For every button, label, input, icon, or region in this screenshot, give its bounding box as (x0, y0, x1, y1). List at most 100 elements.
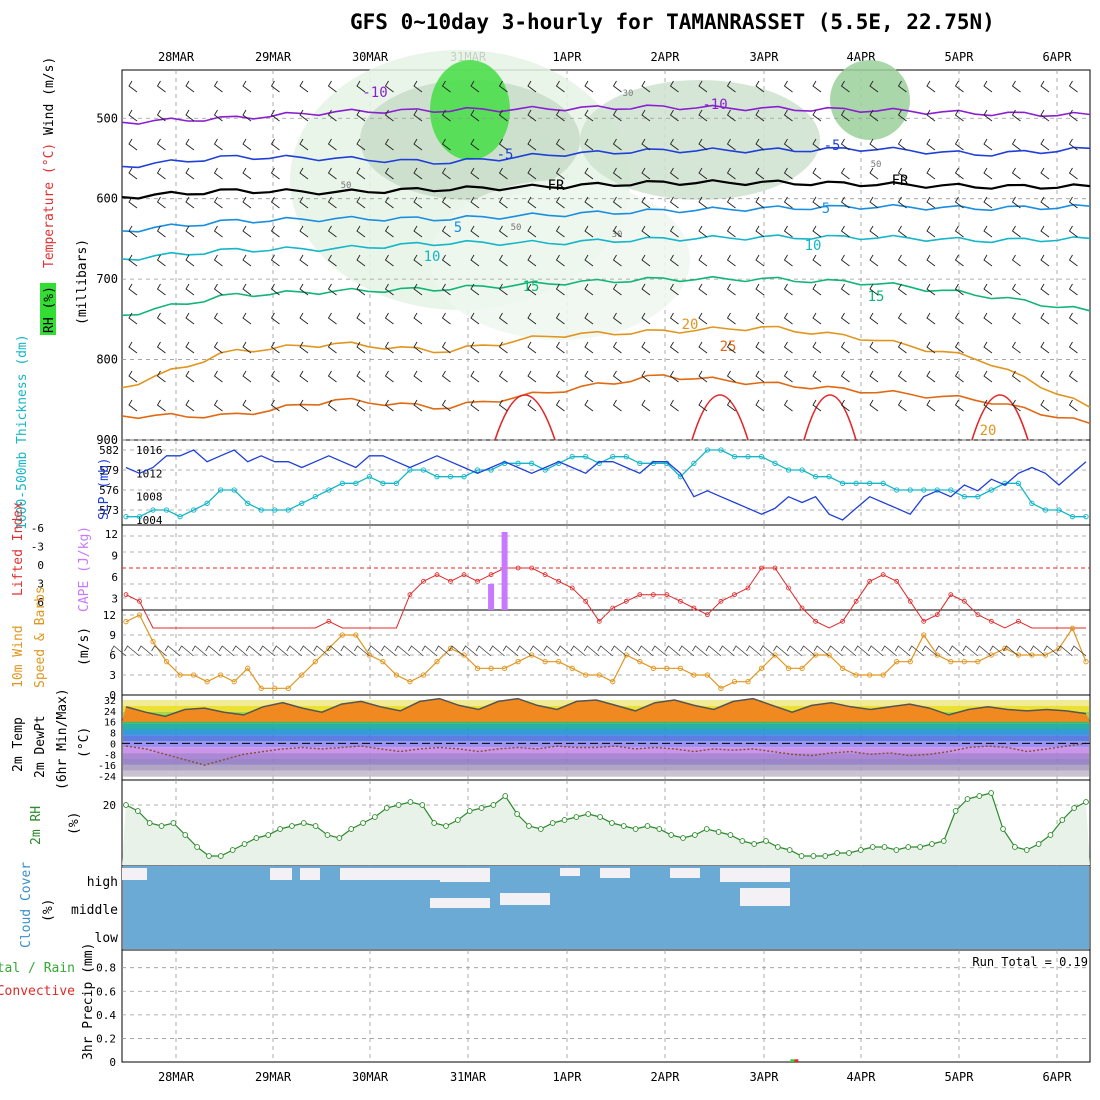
wind-barb (1040, 254, 1050, 267)
panel-frame-wind (121, 609, 1091, 696)
wind-barb (759, 645, 776, 657)
wind-barb (1040, 370, 1050, 383)
wind-barb (213, 399, 223, 412)
slp-tick: 1012 (136, 467, 163, 480)
wind-barb (185, 341, 195, 354)
lifted-index-point (610, 605, 616, 611)
rh-contour-label: 50 (871, 160, 882, 170)
wind-barb (983, 370, 993, 383)
wind-barb (584, 399, 594, 412)
wind-barb (1040, 312, 1050, 325)
wind-barb (584, 80, 594, 93)
wind-barb (612, 370, 622, 383)
rh-point (146, 820, 153, 826)
isotherm-label: 20 (682, 317, 699, 333)
thickness-point (150, 507, 156, 513)
wind-barb (185, 109, 195, 122)
rh-point (336, 835, 343, 841)
thickness-point (528, 460, 535, 466)
wind-barb (156, 167, 166, 180)
date-label-bottom: 3APR (750, 1070, 780, 1084)
wind-barb (213, 283, 223, 296)
wind-barb (1040, 399, 1050, 412)
wind-barb (435, 645, 451, 657)
wind-barb (441, 138, 451, 151)
pressure-tick: 900 (96, 433, 118, 447)
wind-speed-point (867, 672, 873, 678)
wind-barb (299, 196, 309, 209)
chart-title: GFS 0~10day 3-hourly for TAMANRASSET (5.… (350, 10, 995, 34)
lifted-index-point (475, 578, 480, 584)
rh-point (905, 844, 912, 850)
wind-barb (555, 196, 565, 209)
temp-axis-label-2: 2m DewPt (33, 715, 48, 778)
precip-tick: 0.8 (96, 962, 116, 975)
rh-point (715, 829, 722, 835)
wind-barb (783, 399, 793, 412)
wind-barb (124, 645, 140, 657)
wind-barb (128, 167, 138, 180)
rh-point (158, 823, 165, 829)
rh-point (182, 832, 189, 838)
rh-point (490, 802, 497, 808)
thickness-point (867, 480, 873, 486)
lifted-index-point (853, 598, 859, 604)
wind-barb (840, 399, 850, 412)
isotherm--10 (121, 104, 1091, 125)
temperature-band (123, 747, 1089, 754)
wind-barb (156, 196, 166, 209)
rh-axis-label: RH (%) (42, 286, 57, 333)
wind-barb (299, 254, 309, 267)
rh-area (430, 60, 510, 160)
wind-barb (726, 312, 736, 325)
wind-barb (641, 167, 651, 180)
wind-speed-point (650, 665, 656, 671)
wind-barb (185, 196, 195, 209)
rh-contour-label: 50 (511, 223, 522, 233)
rh-point (952, 808, 959, 814)
wind-barb (555, 370, 565, 383)
rh-point (419, 802, 426, 808)
wind-barb (869, 370, 879, 383)
rh-point (123, 802, 129, 808)
thickness-tick: 582 (99, 444, 119, 457)
wind-barb (624, 645, 641, 657)
wind-barb (356, 341, 366, 354)
upper-wind-barbs (128, 80, 1078, 412)
wind-barb (299, 399, 309, 412)
wind-barb (213, 312, 223, 325)
li-tick: -6 (31, 522, 44, 535)
lifted-index-point (461, 572, 467, 578)
wind-barb (527, 109, 537, 122)
rh-point (1083, 799, 1089, 805)
li-tick: 0 (37, 559, 44, 572)
lifted-index-point (542, 572, 548, 578)
wind-barb (356, 283, 366, 296)
wind-tick: 12 (103, 609, 116, 622)
thickness-point (853, 480, 859, 486)
series-slp (125, 449, 1087, 521)
lifted-index-point (867, 578, 873, 584)
rh-point (609, 820, 615, 826)
wind-barb (726, 80, 736, 93)
wind-barb (869, 254, 879, 267)
surface-wind-barbs (110, 645, 1087, 657)
wind-barb (441, 312, 451, 325)
wind-barb (213, 370, 223, 383)
wind-barb (641, 399, 651, 412)
rh-point (229, 847, 236, 853)
rh-area (830, 60, 910, 140)
wind-barb (869, 312, 879, 325)
wind-barb (948, 645, 965, 657)
wind-barb (527, 225, 537, 238)
li-tick: 6 (37, 596, 44, 609)
thickness-point (245, 500, 251, 506)
wind-barb (1011, 283, 1021, 296)
wind-barb (783, 341, 793, 354)
lifted-index-point (137, 598, 142, 604)
wind-speed-point (731, 679, 738, 685)
wind-barb (498, 80, 508, 93)
wind-speed-point (583, 672, 589, 678)
wind-barb (1068, 312, 1078, 325)
rh-point (241, 841, 248, 847)
